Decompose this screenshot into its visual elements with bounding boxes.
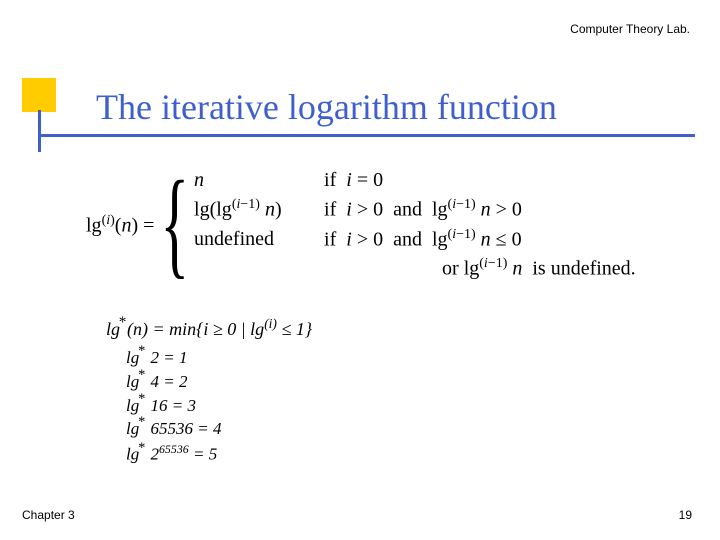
footer-page-number: 19 [679, 508, 692, 522]
case-cond-1: if i > 0 and lg(i−1) n > 0 [324, 195, 624, 225]
example-5: lg* 265536 = 5 [126, 441, 221, 466]
accent-line-vertical [38, 110, 41, 152]
footer-chapter: Chapter 3 [22, 508, 75, 522]
lgstar-examples: lg* 2 = 1 lg* 4 = 2 lg* 16 = 3 lg* 65536… [126, 346, 221, 467]
lgstar-definition: lg*(n) = min{i ≥ 0 | lg(i) ≤ 1} [106, 316, 312, 340]
accent-line-horizontal [40, 134, 695, 137]
case-cond-2: if i > 0 and lg(i−1) n ≤ 0 [324, 225, 624, 255]
case-cond-0: if i = 0 [324, 166, 624, 195]
case-value-1: lg(lg(i−1) n) [194, 195, 304, 225]
case-cond-extra: or lg(i−1) n is undefined. [324, 254, 636, 284]
main-formula: lg(i)(n) = { n if i = 0 lg(lg(i−1) n) if… [86, 166, 636, 284]
case-value-2: undefined [194, 225, 304, 255]
page-title: The iterative logarithm function [96, 86, 557, 128]
accent-square [22, 78, 56, 112]
case-value-0: n [194, 166, 304, 195]
lab-header: Computer Theory Lab. [570, 22, 690, 36]
